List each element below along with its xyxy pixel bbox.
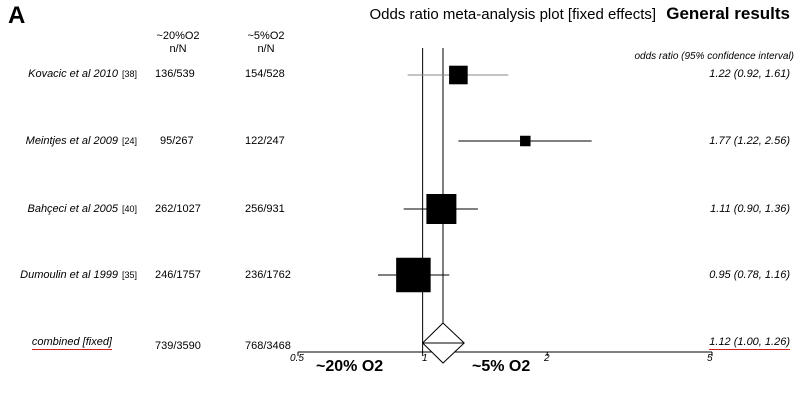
study-ci: 1.11 (0.90, 1.36) [710,203,790,215]
combined-group2-count: 768/3468 [245,340,291,352]
study-group2-count: 154/528 [245,68,285,80]
combined-ci: 1.12 (1.00, 1.26) [709,336,790,350]
study-ref: [40] [122,204,138,214]
group1-header-nn: n/N [169,43,187,55]
study-ci: 1.22 (0.92, 1.61) [709,68,790,80]
study-name: Meintjes et al 2009 [25,135,118,147]
study-effect-box [449,65,468,85]
combined-name-text: combined [fixed] [31,336,112,350]
group1-header: ~20%O2 n/N [138,30,218,56]
study-group1-count: 246/1757 [155,269,201,281]
group2-header: ~5%O2 n/N [226,30,306,56]
study-ci: 0.95 (0.78, 1.16) [709,269,790,281]
ci-header: odds ratio (95% confidence interval) [634,51,794,62]
study-name: Dumoulin et al 1999 [20,269,118,281]
study-group2-count: 236/1762 [245,269,291,281]
group2-header-label: ~5%O2 [247,30,285,42]
x-tick-label: 1 [422,353,428,364]
chart-subtitle: General results [666,4,790,23]
x-axis-label-right: ~5% O2 [472,358,531,375]
study-group1-count: 136/539 [155,68,195,80]
group2-header-nn: n/N [257,43,275,55]
study-ci: 1.77 (1.22, 2.56) [709,135,790,147]
panel-label: A [8,2,26,29]
x-tick-label: 2 [544,353,550,364]
combined-ci-text: 1.12 (1.00, 1.26) [709,336,790,350]
study-effect-box [520,135,531,147]
study-group1-count: 95/267 [160,135,194,147]
study-group2-count: 122/247 [245,135,285,147]
study-ref: [38] [122,69,138,79]
combined-group1-count: 739/3590 [155,340,201,352]
chart-title-block: Odds ratio meta-analysis plot [fixed eff… [370,4,790,24]
x-axis-label-left: ~20% O2 [316,358,384,375]
study-group1-count: 262/1027 [155,203,201,215]
group1-header-label: ~20%O2 [156,30,200,42]
study-ref: [24] [122,136,138,146]
combined-name: combined [fixed] [0,336,112,350]
study-group2-count: 256/931 [245,203,285,215]
study-name: Kovacic et al 2010 [28,68,118,80]
study-effect-box [396,257,431,293]
chart-title: Odds ratio meta-analysis plot [fixed eff… [369,6,657,23]
x-tick-label: 0.5 [290,353,304,364]
x-tick-label: 5 [707,353,713,364]
study-name: Bahçeci et al 2005 [27,203,118,215]
study-effect-box [426,194,457,224]
study-ref: [35] [122,270,138,280]
